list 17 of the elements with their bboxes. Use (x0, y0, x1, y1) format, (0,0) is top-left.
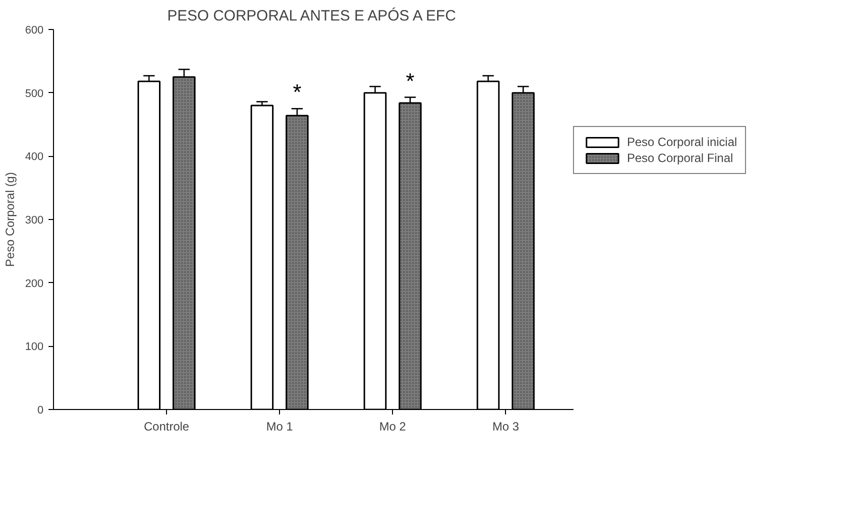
y-tick-label: 600 (25, 24, 44, 36)
data-label: * (292, 80, 302, 105)
y-tick-label: 500 (25, 88, 44, 100)
x-tick-label: Mo 1 (266, 420, 294, 434)
x-tick-label: Controle (144, 420, 190, 434)
y-tick-label: 100 (25, 341, 44, 354)
x-tick-label: Mo 2 (379, 420, 406, 434)
y-tick-label: 400 (25, 151, 44, 164)
legend-label: Peso Corporal Final (627, 151, 734, 165)
y-tick-label: 300 (25, 214, 44, 226)
x-tick-label: Mo 3 (492, 420, 520, 434)
y-tick-label: 0 (37, 404, 44, 416)
y-tick-label: 200 (25, 278, 44, 290)
legend-label: Peso Corporal inicial (627, 135, 738, 149)
chart-title: PESO CORPORAL ANTES E APÓS A EFC (167, 6, 456, 24)
data-label: * (406, 68, 415, 94)
y-axis-title: Peso Corporal (g) (3, 172, 18, 267)
